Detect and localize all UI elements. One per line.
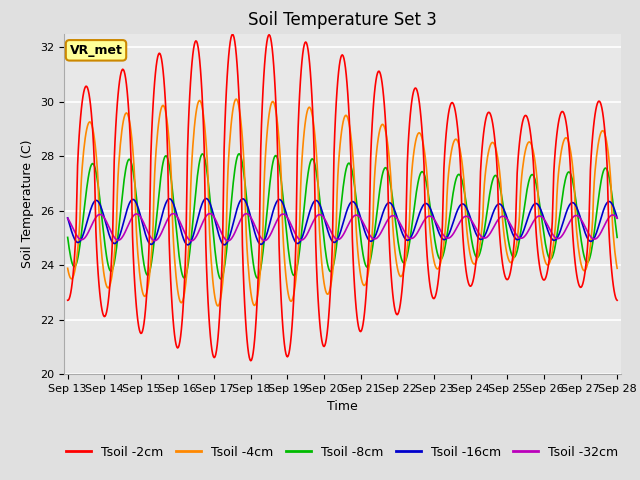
Legend: Tsoil -2cm, Tsoil -4cm, Tsoil -8cm, Tsoil -16cm, Tsoil -32cm: Tsoil -2cm, Tsoil -4cm, Tsoil -8cm, Tsoi… <box>61 441 623 464</box>
Text: VR_met: VR_met <box>70 44 122 57</box>
X-axis label: Time: Time <box>327 400 358 413</box>
Title: Soil Temperature Set 3: Soil Temperature Set 3 <box>248 11 437 29</box>
Y-axis label: Soil Temperature (C): Soil Temperature (C) <box>22 140 35 268</box>
